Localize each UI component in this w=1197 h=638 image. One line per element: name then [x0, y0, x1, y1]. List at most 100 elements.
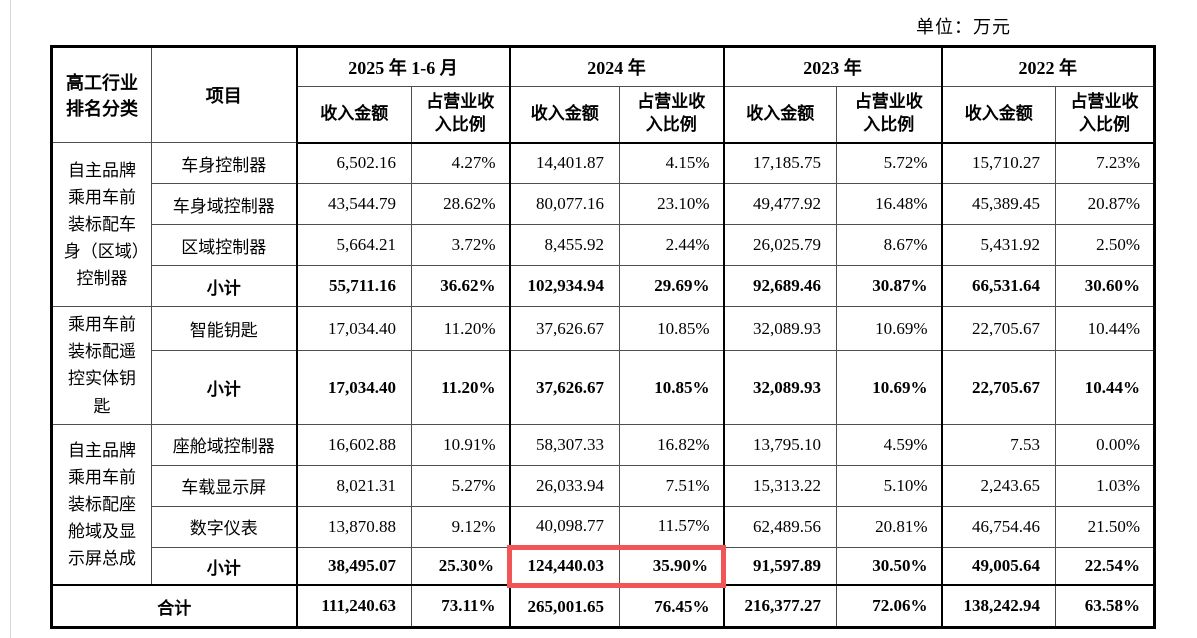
ratio-cell: 1.03% [1055, 464, 1155, 507]
item-cell: 车载显示屏 [151, 464, 297, 507]
item-cell: 车身域控制器 [151, 183, 297, 225]
table-row: 车身域控制器 43,544.79 28.62% 80,077.16 23.10%… [52, 183, 1155, 225]
ratio-cell: 4.15% [619, 142, 724, 184]
item-cell: 数字仪表 [151, 505, 297, 548]
revenue-cell: 26,033.94 [508, 464, 620, 507]
ratio-cell: 2.50% [1055, 224, 1155, 266]
ratio-cell: 36.62% [411, 265, 510, 307]
ratio-col-header-2022: 占营业收入比例 [1055, 86, 1155, 144]
ratio-cell: 2.44% [619, 224, 724, 266]
revenue-cell: 49,477.92 [722, 183, 837, 225]
revenue-cell: 7.53 [940, 423, 1056, 466]
revenue-cell: 49,005.64 [940, 546, 1056, 586]
ratio-cell: 0.00% [1055, 423, 1155, 466]
period-header-2022: 2022 年 [940, 46, 1155, 87]
revenue-cell: 102,934.94 [508, 265, 620, 307]
revenue-cell: 8,021.31 [295, 464, 412, 507]
ratio-cell: 11.57% [619, 505, 724, 548]
ratio-cell: 76.45% [619, 584, 724, 628]
revenue-cell: 45,389.45 [940, 183, 1056, 225]
revenue-breakdown-table: 高工行业排名分类 项目 2025 年 1-6 月 2024 年 2023 年 2… [50, 45, 1156, 629]
ratio-cell: 30.60% [1055, 265, 1155, 307]
ratio-cell: 5.10% [836, 464, 942, 507]
revenue-cell: 8,455.92 [508, 224, 620, 266]
ratio-cell: 10.69% [836, 350, 942, 425]
revenue-cell: 111,240.63 [295, 584, 412, 628]
revenue-cell: 58,307.33 [508, 423, 620, 466]
group-label: 自主品牌乘用车前装标配座舱域及显示屏总成 [51, 423, 152, 586]
revenue-cell: 138,242.94 [940, 584, 1056, 628]
ratio-cell: 7.51% [619, 464, 724, 507]
revenue-cell: 62,489.56 [722, 505, 837, 548]
revenue-cell: 2,243.65 [940, 464, 1056, 507]
ratio-cell: 29.69% [619, 265, 724, 307]
group-label: 自主品牌乘用车前装标配车身（区域）控制器 [51, 142, 152, 307]
subtotal-label: 小计 [151, 265, 297, 307]
table-row: 自主品牌乘用车前装标配车身（区域）控制器 车身控制器 6,502.16 4.27… [51, 142, 1155, 307]
revenue-cell: 40,098.77 [508, 505, 620, 548]
ratio-cell: 22.54% [1055, 546, 1155, 586]
ratio-cell: 25.30% [411, 546, 510, 586]
ratio-cell: 9.12% [411, 505, 510, 548]
subtotal-label: 小计 [151, 546, 297, 586]
revenue-cell: 6,502.16 [295, 142, 412, 184]
ratio-cell: 11.20% [411, 350, 510, 425]
revenue-cell: 22,705.67 [940, 350, 1056, 425]
ratio-cell: 10.44% [1055, 305, 1155, 352]
revenue-col-header-2025: 收入金额 [295, 86, 412, 144]
revenue-col-header-2023: 收入金额 [722, 86, 837, 144]
subtotal-label: 小计 [151, 350, 297, 425]
revenue-cell: 91,597.89 [722, 546, 837, 586]
revenue-col-header-2024: 收入金额 [508, 86, 620, 144]
header-year-row: 高工行业排名分类 项目 2025 年 1-6 月 2024 年 2023 年 2… [51, 46, 1155, 143]
ratio-cell: 16.48% [836, 183, 942, 225]
ratio-cell: 30.87% [836, 265, 942, 307]
revenue-cell: 46,754.46 [940, 505, 1056, 548]
ratio-cell: 28.62% [411, 183, 510, 225]
revenue-cell: 15,710.27 [940, 142, 1056, 184]
revenue-cell: 22,705.67 [940, 305, 1056, 352]
ratio-cell: 5.72% [836, 142, 942, 184]
revenue-cell: 32,089.93 [722, 350, 837, 425]
classification-header: 高工行业排名分类 [51, 46, 152, 143]
ratio-cell: 11.20% [411, 305, 510, 352]
item-cell: 区域控制器 [151, 224, 297, 266]
revenue-cell: 216,377.27 [722, 584, 837, 628]
revenue-col-header-2022: 收入金额 [940, 86, 1056, 144]
revenue-cell: 17,034.40 [295, 305, 412, 352]
revenue-cell: 37,626.67 [508, 305, 620, 352]
revenue-cell: 37,626.67 [508, 350, 620, 425]
ratio-cell: 5.27% [411, 464, 510, 507]
ratio-cell: 63.58% [1055, 584, 1155, 628]
period-header-2025: 2025 年 1-6 月 [295, 46, 510, 87]
item-cell: 座舱域控制器 [151, 423, 297, 466]
table-row: 自主品牌乘用车前装标配座舱域及显示屏总成 座舱域控制器 16,602.88 10… [51, 423, 1155, 586]
revenue-cell: 15,313.22 [722, 464, 837, 507]
revenue-cell: 5,664.21 [295, 224, 412, 266]
page-edge-line [10, 0, 11, 638]
unit-label: 单位：万元 [916, 17, 1011, 37]
ratio-cell: 20.87% [1055, 183, 1155, 225]
ratio-cell: 21.50% [1055, 505, 1155, 548]
subtotal-row: 小计 55,711.16 36.62% 102,934.94 29.69% 92… [52, 265, 1155, 307]
ratio-cell: 10.69% [836, 305, 942, 352]
revenue-cell: 32,089.93 [722, 305, 837, 352]
total-label: 合计 [51, 584, 297, 628]
period-header-2024: 2024 年 [508, 46, 724, 87]
ratio-cell: 23.10% [619, 183, 724, 225]
subtotal-row: 小计 17,034.40 11.20% 37,626.67 10.85% 32,… [52, 350, 1155, 425]
revenue-cell: 5,431.92 [940, 224, 1056, 266]
revenue-cell: 265,001.65 [508, 584, 620, 628]
ratio-cell: 72.06% [836, 584, 942, 628]
group-label: 乘用车前装标配遥控实体钥匙 [51, 306, 152, 425]
period-header-2023: 2023 年 [722, 46, 942, 87]
revenue-cell: 92,689.46 [722, 265, 837, 307]
item-header: 项目 [151, 46, 297, 143]
revenue-cell: 17,185.75 [722, 142, 837, 184]
table-row: 乘用车前装标配遥控实体钥匙 智能钥匙 17,034.40 11.20% 37,6… [51, 305, 1155, 425]
ratio-cell: 7.23% [1055, 142, 1155, 184]
ratio-col-header-2024: 占营业收入比例 [619, 86, 724, 144]
item-cell: 车身控制器 [151, 142, 297, 184]
ratio-cell: 3.72% [411, 224, 510, 266]
ratio-col-header-2025: 占营业收入比例 [411, 86, 510, 144]
